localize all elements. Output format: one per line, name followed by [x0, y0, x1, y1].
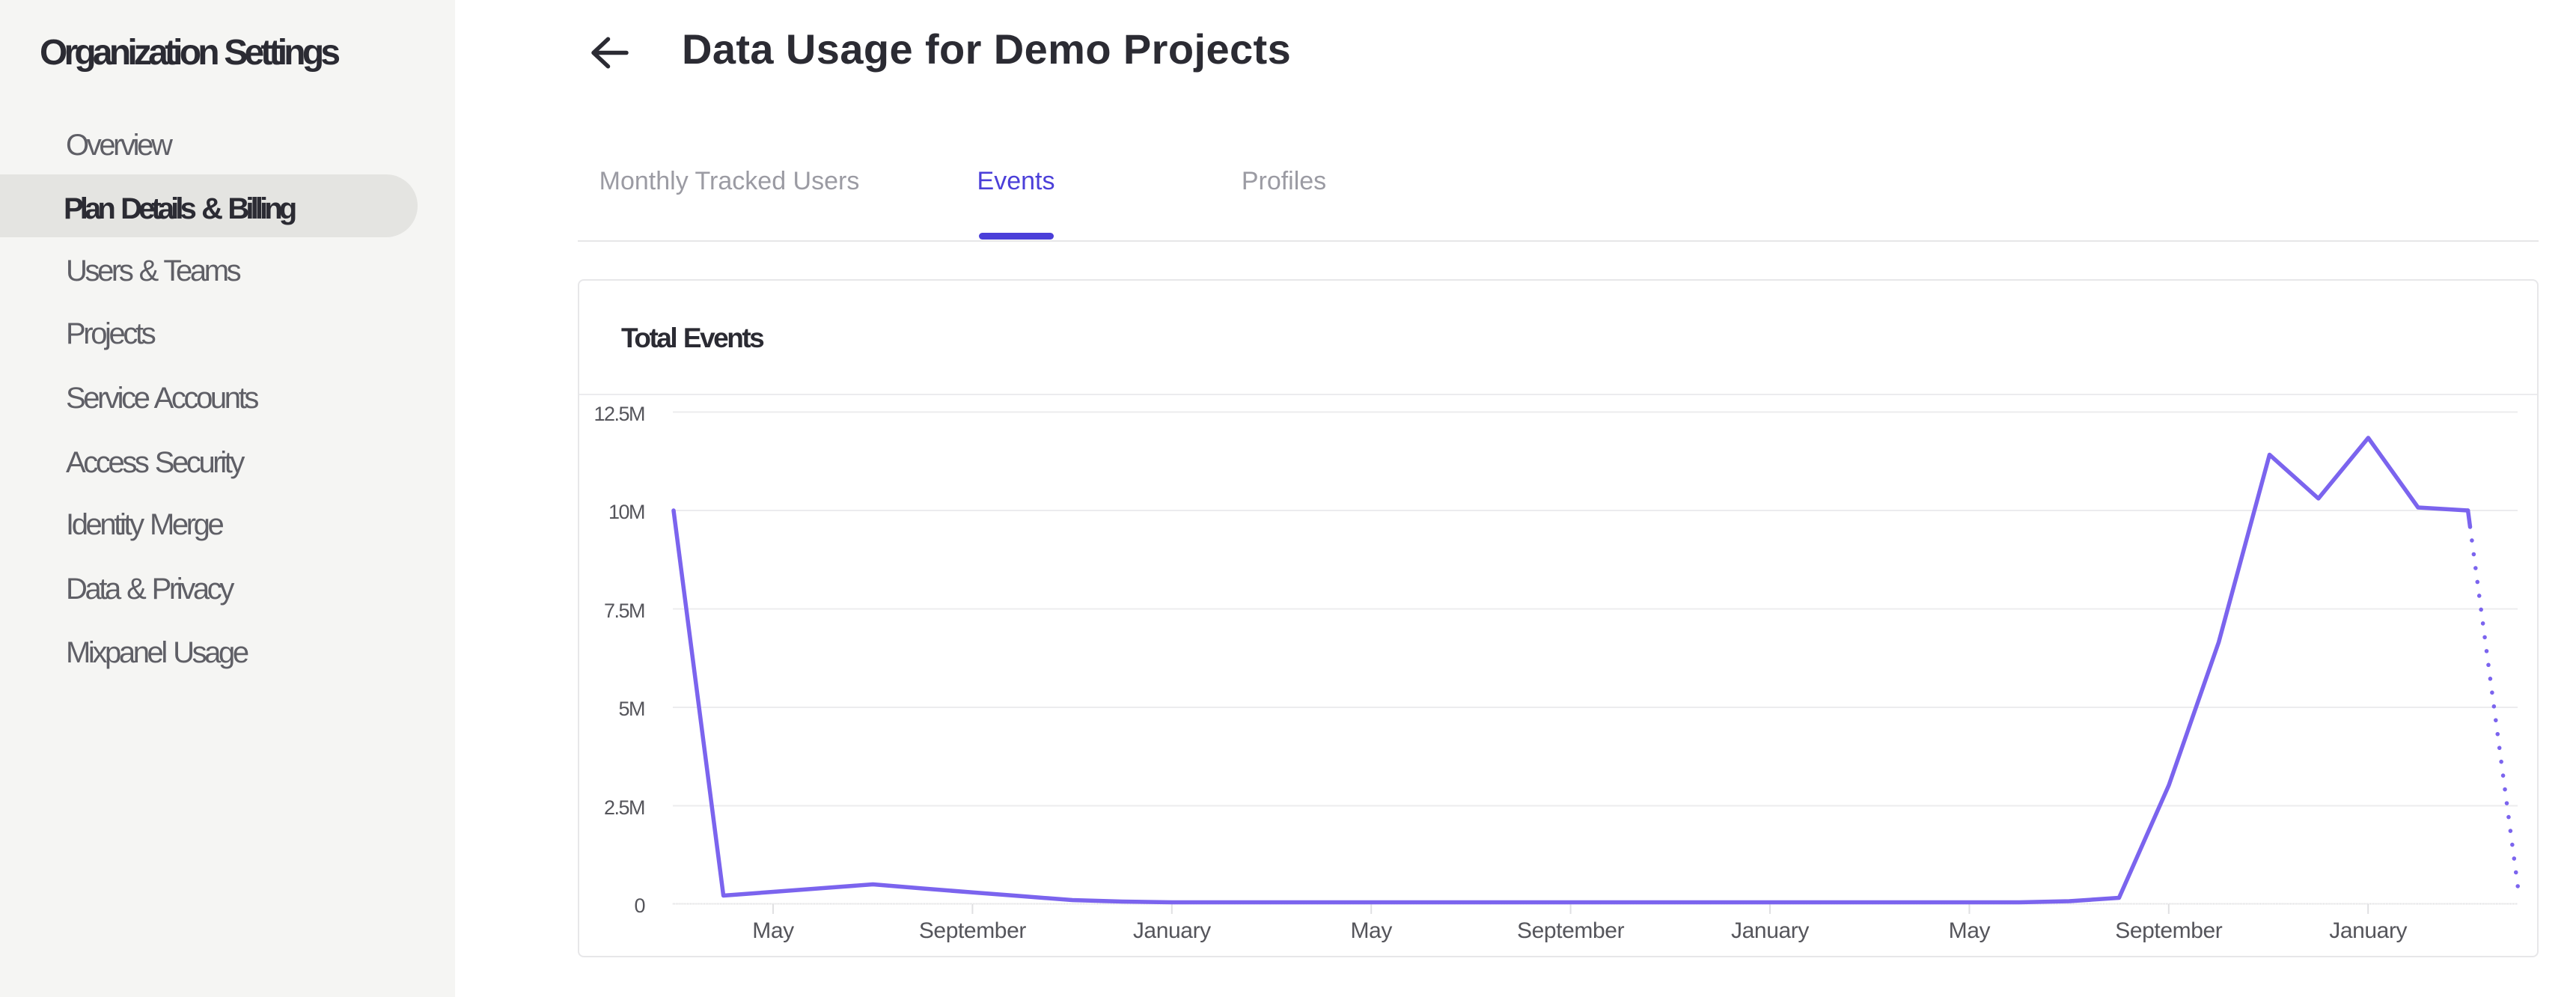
svg-text:10M: 10M — [608, 501, 644, 523]
svg-text:January: January — [1731, 918, 1809, 943]
svg-text:January: January — [2329, 918, 2407, 943]
svg-text:12.5M: 12.5M — [593, 403, 644, 425]
svg-text:May: May — [752, 918, 794, 943]
svg-text:May: May — [1949, 918, 1991, 943]
svg-text:September: September — [2115, 918, 2223, 943]
svg-text:January: January — [1133, 918, 1211, 943]
svg-text:May: May — [1350, 918, 1392, 943]
svg-text:0: 0 — [634, 894, 644, 917]
svg-text:7.5M: 7.5M — [604, 600, 644, 622]
svg-text:September: September — [1517, 918, 1625, 943]
svg-text:September: September — [919, 918, 1027, 943]
svg-text:2.5M: 2.5M — [604, 796, 644, 819]
svg-text:5M: 5M — [618, 698, 644, 720]
